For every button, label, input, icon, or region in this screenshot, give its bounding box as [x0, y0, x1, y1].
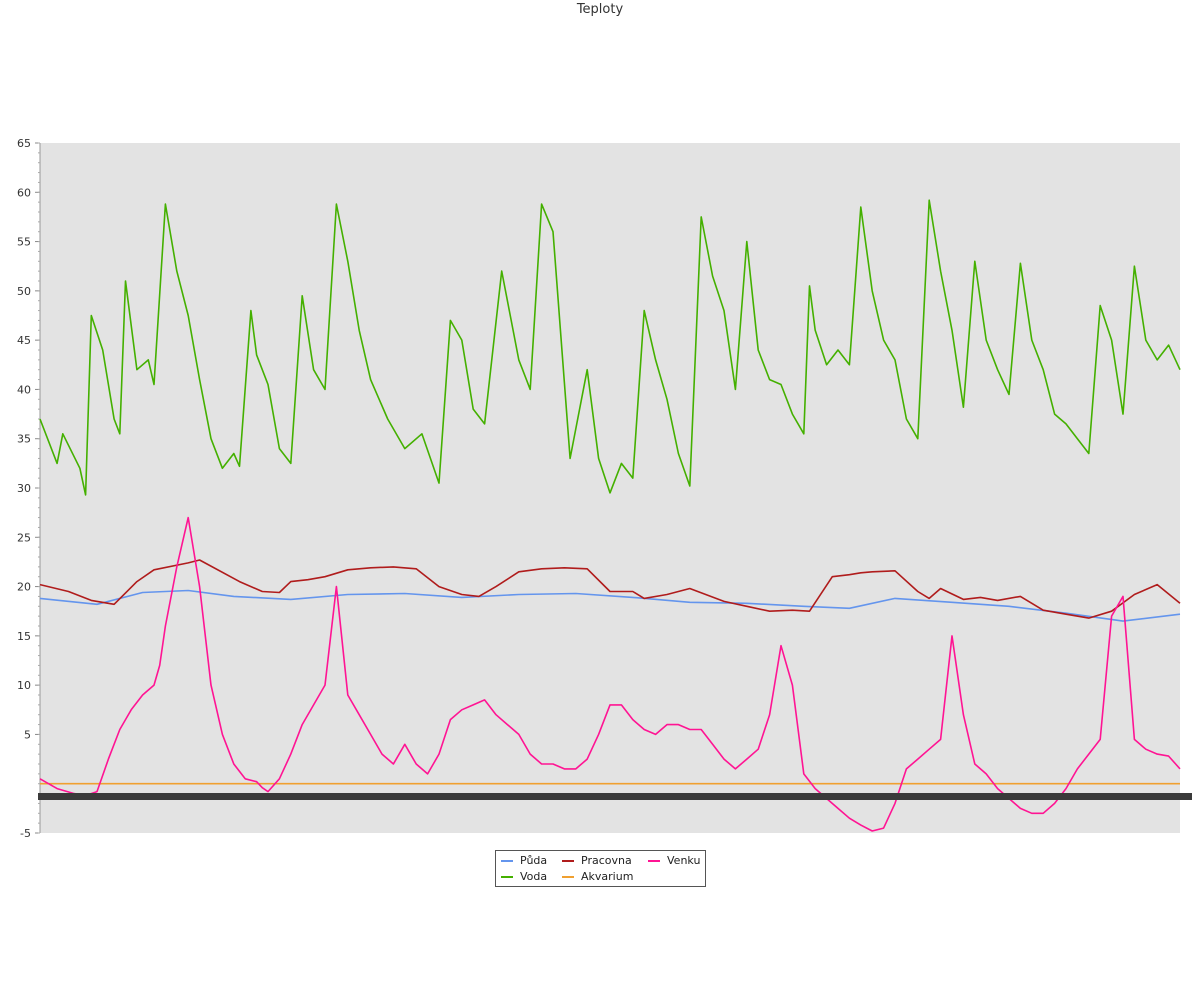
series-lines	[39, 199, 1181, 832]
legend-item-akvarium: Akvarium	[562, 870, 633, 883]
y-tick-label: 25	[17, 531, 31, 544]
y-tick-label: 15	[17, 630, 31, 643]
legend-item-venku: Venku	[648, 854, 700, 867]
legend-item-pracovna: Pracovna	[562, 854, 632, 867]
y-tick-label: 50	[17, 285, 31, 298]
legend-swatch-voda	[501, 875, 513, 878]
y-tick-label: 55	[17, 236, 31, 249]
x-axis-band	[38, 793, 1192, 800]
legend-swatch-puda	[501, 859, 513, 862]
y-tick-label: 65	[17, 137, 31, 150]
series-line-pracovna	[39, 559, 1181, 619]
legend-label-voda: Voda	[520, 870, 548, 883]
y-tick-label: -5	[20, 827, 31, 840]
plot-area	[40, 143, 1180, 833]
chart-title: Teploty	[576, 2, 624, 17]
y-tick-label: 60	[17, 186, 31, 199]
y-tick-label: 10	[17, 679, 31, 692]
legend-item-voda: Voda	[501, 870, 547, 883]
y-tick-label: 40	[17, 383, 31, 396]
y-tick-label: 35	[17, 433, 31, 446]
series-line-venku	[39, 516, 1181, 832]
y-tick-label: 5	[24, 728, 31, 741]
legend-swatch-pracovna	[562, 859, 574, 862]
series-line-voda	[39, 199, 1181, 496]
y-tick-label: 20	[17, 581, 31, 594]
legend: Půda Voda Pracovna Akvarium Venku	[495, 850, 706, 887]
series-line-puda	[39, 589, 1181, 622]
y-tick-label: 45	[17, 334, 31, 347]
legend-swatch-akvarium	[562, 875, 574, 878]
legend-label-puda: Půda	[520, 854, 548, 867]
y-axis-ticks: -5 5 10 15 20 25 30 35 40 45 50 55 60 65	[17, 137, 40, 840]
y-tick-label: 30	[17, 482, 31, 495]
legend-label-venku: Venku	[667, 854, 701, 867]
legend-item-puda: Půda	[501, 854, 547, 867]
legend-label-akvarium: Akvarium	[581, 870, 634, 883]
legend-label-pracovna: Pracovna	[581, 854, 632, 867]
legend-swatch-venku	[648, 859, 660, 862]
